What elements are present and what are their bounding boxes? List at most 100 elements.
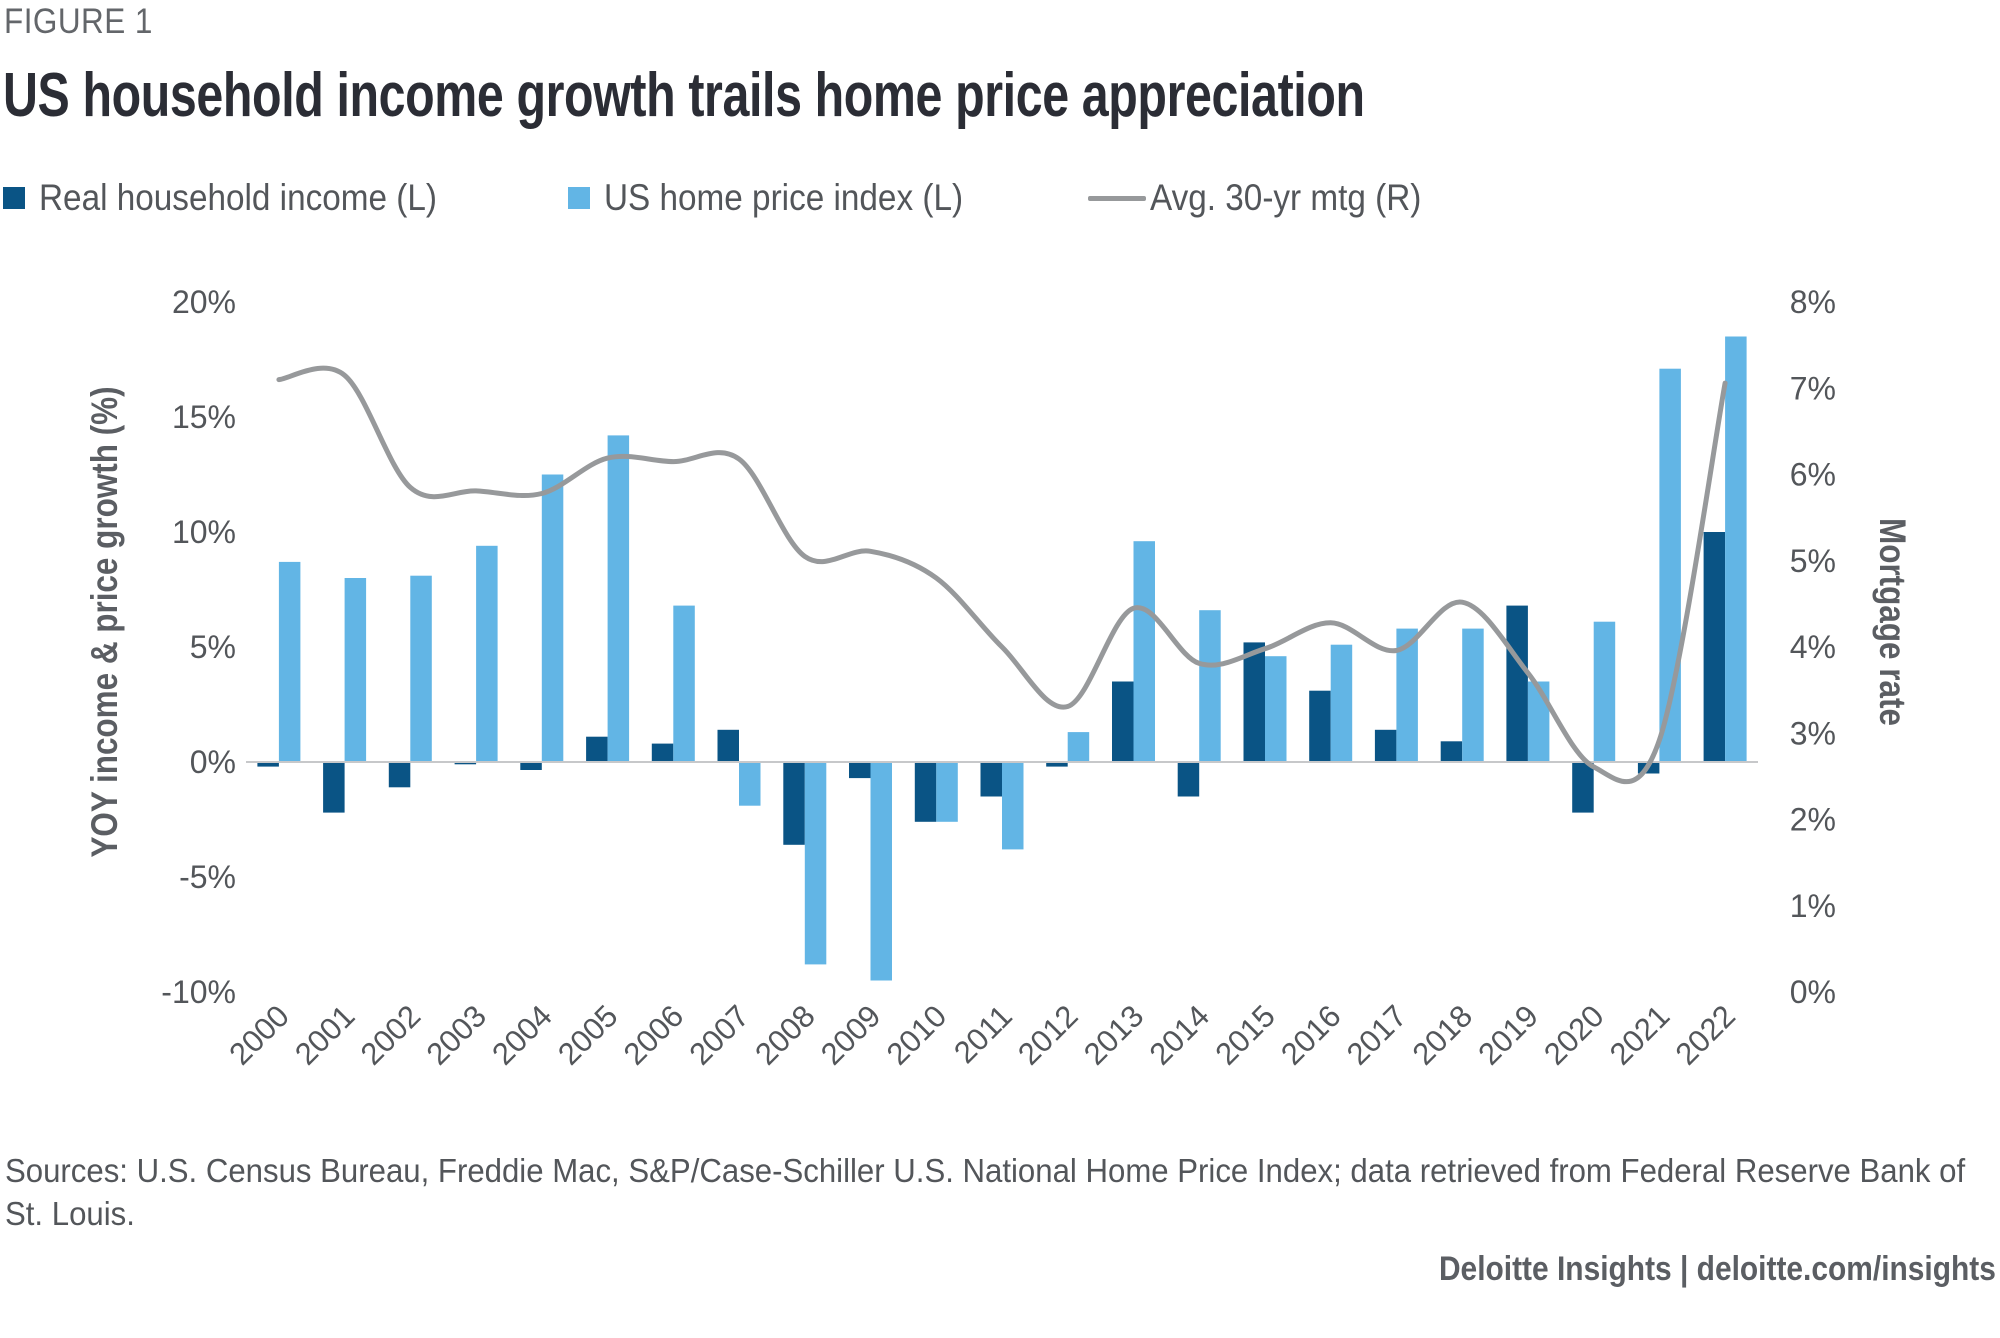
income-bar [520, 762, 542, 770]
left-axis-ticks: -10% -5% 0% 5% 10% 15% 20% [161, 284, 236, 1010]
home-price-bar [278, 561, 301, 762]
legend-item-home-price-index: US home price index (L) [568, 176, 1003, 220]
home-price-bar [804, 762, 827, 965]
home-price-bar [936, 762, 958, 822]
income-bar [388, 762, 411, 788]
right-tick-label: 2% [1790, 802, 1836, 838]
left-axis-title: YOY income & price growth (%) [85, 386, 126, 857]
legend-swatch-dark-blue-icon [3, 187, 25, 209]
income-bar [323, 762, 345, 813]
home-price-bar [1133, 541, 1155, 762]
x-tick-label: 2012 [1011, 998, 1085, 1072]
x-tick-label: 2002 [354, 998, 428, 1072]
income-bar [1572, 762, 1594, 813]
home-price-bar [410, 575, 432, 762]
x-tick-label: 2003 [420, 998, 494, 1072]
x-tick-label: 2019 [1471, 998, 1545, 1072]
home-price-bar [344, 578, 367, 762]
x-tick-label: 2007 [682, 998, 756, 1072]
mortgage-rate-line [276, 365, 1728, 785]
home-price-bar [476, 545, 498, 762]
home-price-bar [607, 435, 630, 762]
x-tick-label: 2015 [1208, 998, 1282, 1072]
right-axis-title: Mortgage rate [1871, 518, 1912, 726]
home-price-bar [1067, 732, 1090, 762]
right-tick-label: 8% [1790, 284, 1836, 320]
income-bar [1506, 605, 1528, 762]
x-tick-label: 2022 [1669, 998, 1743, 1072]
x-tick-label: 2006 [617, 998, 691, 1072]
left-tick-label: 5% [190, 629, 236, 665]
legend-swatch-light-blue-icon [568, 187, 590, 209]
legend-label: Avg. 30-yr mtg (R) [1150, 177, 1422, 218]
income-bar [1046, 762, 1068, 767]
x-tick-label: 2021 [1603, 998, 1677, 1072]
home-price-bar [739, 762, 761, 806]
home-price-bar [1265, 656, 1287, 762]
income-bar [1112, 681, 1134, 762]
figure-label: FIGURE 1 [4, 2, 153, 41]
home-price-bar [1396, 628, 1418, 762]
home-price-bar [870, 762, 892, 981]
home-price-bar [1462, 628, 1484, 762]
home-price-bar [1725, 336, 1747, 762]
x-tick-label: 2009 [814, 998, 888, 1072]
left-tick-label: 10% [172, 514, 236, 550]
chart-title: US household income growth trails home p… [3, 61, 1365, 130]
income-bar [783, 762, 805, 845]
home-price-bar [1002, 762, 1024, 850]
x-axis-labels: 2000200120022003200420052006200720082009… [222, 998, 1742, 1072]
x-tick-label: 2011 [947, 998, 1019, 1070]
legend-line-icon [1088, 195, 1146, 201]
income-bar [257, 762, 279, 767]
income-bar [849, 762, 871, 779]
right-tick-label: 5% [1790, 543, 1836, 579]
income-bar [1440, 741, 1463, 762]
x-tick-label: 2004 [485, 998, 559, 1072]
legend-label: Real household income (L) [39, 177, 437, 218]
legend-item-mortgage-rate: Avg. 30-yr mtg (R) [1088, 176, 1452, 220]
x-tick-label: 2020 [1537, 998, 1611, 1072]
x-tick-label: 2008 [748, 998, 822, 1072]
right-tick-label: 6% [1790, 457, 1836, 493]
home-price-bar [541, 474, 564, 762]
x-tick-label: 2014 [1143, 998, 1217, 1072]
home-price-bar [1527, 681, 1550, 762]
right-tick-label: 1% [1790, 888, 1836, 924]
home-price-bar [1330, 644, 1353, 762]
right-axis-ticks: 0% 1% 2% 3% 4% 5% 6% 7% 8% [1790, 284, 1836, 1010]
income-bar [980, 762, 1002, 797]
legend-label: US home price index (L) [604, 177, 964, 218]
income-bar [1703, 532, 1726, 762]
bars [257, 336, 1747, 981]
home-price-bar [1199, 610, 1221, 762]
left-tick-label: -5% [179, 859, 236, 895]
income-bar [586, 736, 608, 762]
income-bar [651, 743, 674, 762]
income-bar [717, 729, 739, 762]
x-tick-label: 2005 [551, 998, 625, 1072]
home-price-bar [1593, 621, 1616, 762]
x-tick-label: 2013 [1077, 998, 1151, 1072]
income-bar [454, 762, 477, 765]
x-tick-label: 2010 [880, 998, 954, 1072]
right-tick-label: 0% [1790, 974, 1836, 1010]
income-bar [1177, 762, 1200, 797]
left-tick-label: 0% [190, 744, 236, 780]
right-tick-label: 4% [1790, 629, 1836, 665]
left-tick-label: 15% [172, 399, 236, 435]
right-tick-label: 3% [1790, 715, 1836, 751]
legend-item-real-household-income: Real household income (L) [3, 176, 481, 220]
right-tick-label: 7% [1790, 370, 1836, 406]
x-tick-label: 2001 [288, 998, 362, 1072]
sources-note: Sources: U.S. Census Bureau, Freddie Mac… [5, 1153, 1966, 1233]
brand-footer: Deloitte Insights | deloitte.com/insight… [1439, 1250, 1996, 1288]
income-bar [1243, 642, 1265, 762]
left-tick-label: 20% [172, 284, 236, 320]
income-bar [914, 762, 937, 822]
home-price-bar [673, 605, 695, 762]
left-tick-label: -10% [161, 974, 236, 1010]
income-bar [1374, 729, 1397, 762]
income-bar [1309, 690, 1331, 762]
